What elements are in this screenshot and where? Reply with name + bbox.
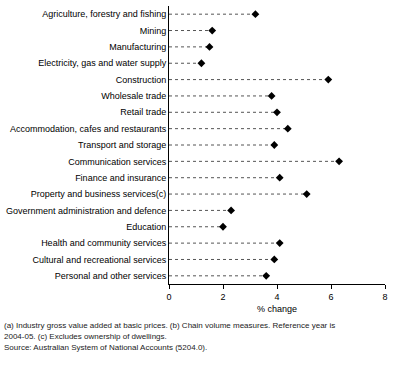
svg-text:Communication services: Communication services (68, 157, 167, 167)
svg-text:Property and business services: Property and business services(c) (31, 189, 167, 199)
html-text:2004-05. (c) Excludes ownershi: 2004-05. (c) Excludes ownership of dwell… (4, 332, 167, 341)
svg-text:4: 4 (274, 292, 279, 302)
svg-text:6: 6 (328, 292, 333, 302)
svg-text:Electricity, gas and water sup: Electricity, gas and water supply (38, 58, 166, 68)
svg-text:Accommodation, cafes and resta: Accommodation, cafes and restaurants (10, 124, 167, 134)
svg-text:Construction: Construction (116, 75, 167, 85)
svg-text:8: 8 (382, 292, 387, 302)
svg-text:Transport and storage: Transport and storage (78, 140, 166, 150)
svg-text:Health and community services: Health and community services (41, 238, 167, 248)
svg-text:Retail trade: Retail trade (120, 107, 166, 117)
svg-text:% change: % change (257, 304, 297, 314)
svg-text:0: 0 (166, 292, 171, 302)
svg-text:2: 2 (220, 292, 225, 302)
svg-text:Education: Education (126, 222, 166, 232)
html-text:(a) Industry gross value added: (a) Industry gross value added at basic … (4, 321, 336, 330)
svg-text:Finance and insurance: Finance and insurance (75, 173, 166, 183)
svg-text:Wholesale trade: Wholesale trade (101, 91, 166, 101)
svg-text:Manufacturing: Manufacturing (109, 42, 166, 52)
html-text:Source: Australian System of N: Source: Australian System of National Ac… (4, 343, 208, 352)
svg-text:Mining: Mining (140, 26, 167, 36)
svg-text:Agriculture, forestry and fish: Agriculture, forestry and fishing (42, 9, 166, 19)
svg-text:Cultural and recreational serv: Cultural and recreational services (33, 255, 167, 265)
svg-text:Government administration and: Government administration and defence (6, 206, 166, 216)
svg-text:Personal and other services: Personal and other services (55, 271, 167, 281)
